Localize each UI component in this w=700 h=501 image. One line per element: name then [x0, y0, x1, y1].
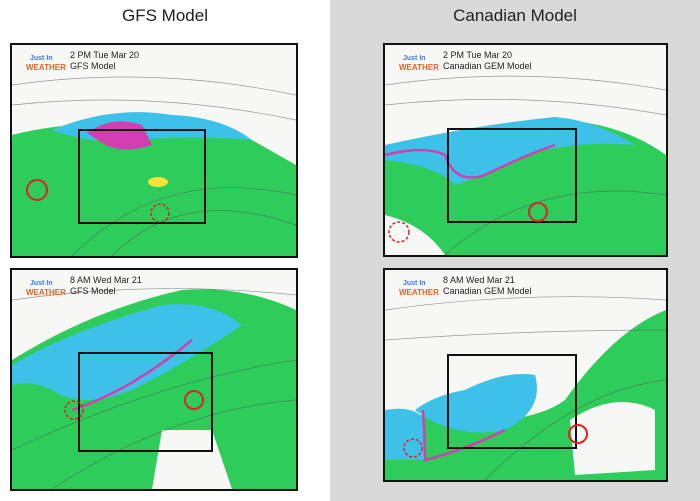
timestamp: 2 PM Tue Mar 20 [443, 50, 512, 60]
map-panel: Just In WEATHER 8 AM Wed Mar 21 Canadian… [383, 268, 668, 482]
model-name: GFS Model [70, 286, 116, 296]
logo: WEATHER [26, 63, 66, 72]
logo: Just In [30, 280, 53, 287]
logo: WEATHER [26, 288, 66, 297]
gfs-column: GFS Model [0, 0, 330, 501]
map-panel: Just In WEATHER 2 PM Tue Mar 20 GFS Mode… [10, 43, 298, 258]
column-title: GFS Model [122, 6, 208, 25]
logo: Just In [30, 55, 53, 62]
model-name: Canadian GEM Model [443, 61, 532, 71]
timestamp: 8 AM Wed Mar 21 [443, 275, 515, 285]
logo: WEATHER [399, 288, 439, 297]
model-name: GFS Model [70, 61, 116, 71]
timestamp: 2 PM Tue Mar 20 [70, 50, 139, 60]
model-name: Canadian GEM Model [443, 286, 532, 296]
logo: WEATHER [399, 63, 439, 72]
timestamp: 8 AM Wed Mar 21 [70, 275, 142, 285]
map-panel: Just In WEATHER 8 AM Wed Mar 21 GFS Mode… [10, 268, 298, 491]
logo: Just In [403, 55, 426, 62]
column-title: Canadian Model [453, 6, 577, 25]
map-panel: Just In WEATHER 2 PM Tue Mar 20 Canadian… [383, 43, 668, 257]
logo: Just In [403, 280, 426, 287]
